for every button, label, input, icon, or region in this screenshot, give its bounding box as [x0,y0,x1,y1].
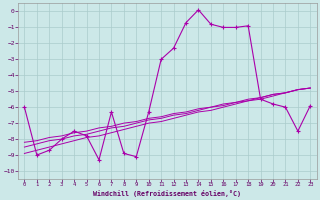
X-axis label: Windchill (Refroidissement éolien,°C): Windchill (Refroidissement éolien,°C) [93,190,241,197]
